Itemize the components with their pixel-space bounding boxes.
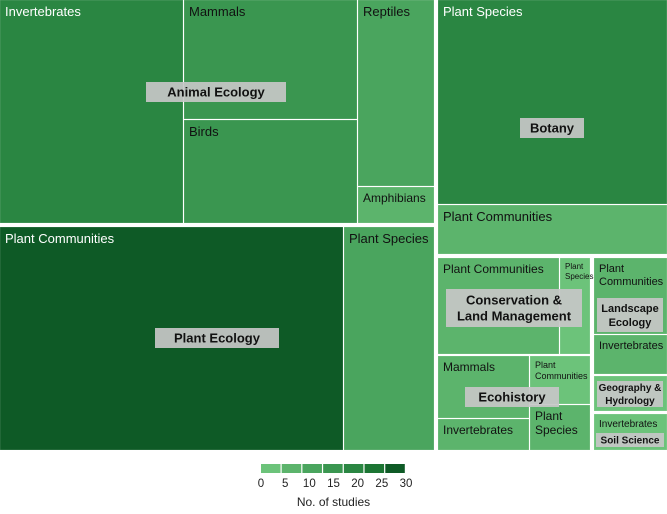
cell-label: Reptiles [363, 4, 410, 19]
group-label-ecohistory: Ecohistory [478, 390, 546, 405]
legend-title: No. of studies [297, 495, 370, 509]
cell-label: Plant Species [565, 262, 593, 281]
legend-tick-label: 0 [258, 478, 264, 490]
group-botany: Plant Species Plant Communities [437, 0, 667, 255]
cell-label: Invertebrates [5, 4, 81, 19]
legend-swatch [302, 464, 322, 473]
cell-label: Plant Communities [599, 263, 664, 288]
legend-swatch [385, 464, 405, 473]
legend-tick-label: 20 [351, 478, 364, 490]
group-label-box [596, 433, 664, 447]
cell-label: Plant Communities [535, 360, 588, 381]
cell-label: Plant Communities [443, 209, 553, 224]
legend-swatch [281, 464, 302, 473]
group-label-box [155, 328, 279, 348]
group-label-box [520, 118, 584, 138]
cell-botany-plant-communities [437, 204, 667, 255]
group-ecohistory: Mammals Invertebrates Plant Communities Plan… [437, 355, 591, 451]
cell-label: Plant Species [535, 409, 578, 437]
cell-label: Invertebrates [443, 423, 513, 437]
cell-label: Birds [189, 124, 219, 139]
cell-label: Amphibians [363, 191, 426, 205]
legend-tick-label: 5 [282, 478, 288, 490]
cell-ecohistory-plant-species [529, 404, 591, 451]
cell-plant-ecology-plant-species [343, 226, 435, 451]
cell-label: Plant Species [443, 4, 523, 19]
group-label-box [465, 387, 559, 407]
cell-label: Plant Communities [443, 262, 544, 276]
legend-swatch [261, 464, 281, 473]
legend-swatch [343, 464, 364, 473]
cell-label: Mammals [443, 360, 495, 374]
group-label-box [597, 381, 663, 407]
cell-label: Plant Communities [5, 231, 115, 246]
group-label-conservation-land-management: Conservation & Land Management [457, 293, 572, 324]
group-label-animal-ecology: Animal Ecology [167, 85, 265, 100]
cell-ecohistory-invertebrates [437, 418, 530, 451]
group-label-box [146, 82, 286, 102]
cell-botany-plant-species [437, 0, 667, 205]
cell-animal-ecology-birds [183, 119, 358, 224]
cell-label: Invertebrates [599, 340, 664, 352]
cell-landscape-ecology-invertebrates [593, 334, 667, 375]
group-label-landscape-ecology: Landscape Ecology [601, 303, 658, 329]
cell-label: Invertebrates [599, 419, 657, 430]
group-label-plant-ecology: Plant Ecology [174, 331, 261, 346]
cell-animal-ecology-reptiles [357, 0, 435, 187]
group-label-botany: Botany [530, 121, 575, 136]
group-label-geography-hydrology: Geography & Hydrology [599, 383, 662, 407]
legend-tick-label: 30 [400, 478, 413, 490]
cell-animal-ecology-invertebrates [0, 0, 184, 224]
legend-swatch [364, 464, 385, 473]
legend-swatch [323, 464, 343, 473]
legend-tick-label: 25 [375, 478, 388, 490]
legend-tick-label: 15 [327, 478, 340, 490]
cell-label: Plant Species [349, 231, 429, 246]
group-label-box [597, 298, 663, 332]
group-label-soil-science: Soil Science [601, 436, 660, 447]
legend-tick-label: 10 [303, 478, 316, 490]
legend: 0 5 10 15 20 25 30 No. of studies [258, 464, 413, 509]
cell-animal-ecology-amphibians [357, 186, 435, 224]
group-label-box [446, 289, 582, 327]
cell-label: Mammals [189, 4, 246, 19]
group-animal-ecology: Invertebrates Mammals Birds Reptiles Amphibi… [0, 0, 435, 224]
